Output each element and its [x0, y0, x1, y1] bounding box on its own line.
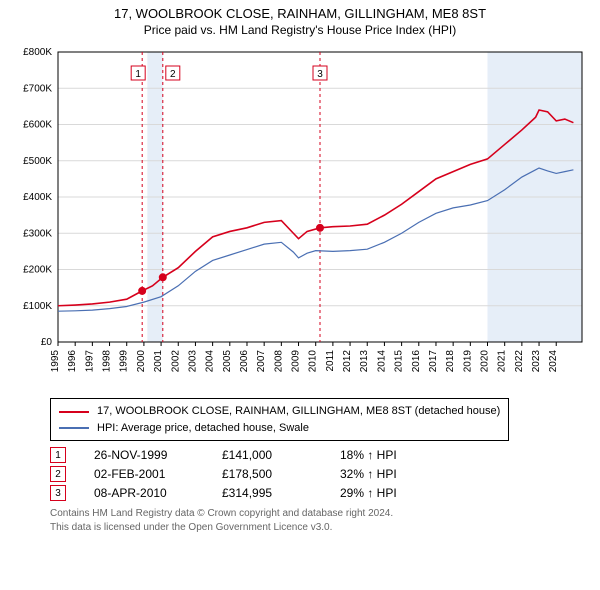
- svg-text:£600K: £600K: [23, 120, 52, 131]
- legend-item: 17, WOOLBROOK CLOSE, RAINHAM, GILLINGHAM…: [59, 403, 500, 420]
- marker-diff: 18% ↑ HPI: [340, 448, 430, 462]
- svg-text:1995: 1995: [50, 350, 61, 373]
- svg-text:£300K: £300K: [23, 229, 52, 240]
- legend-swatch: [59, 411, 89, 413]
- marker-diff: 32% ↑ HPI: [340, 467, 430, 481]
- marker-box: 3: [50, 485, 66, 501]
- svg-text:£100K: £100K: [23, 301, 52, 312]
- svg-text:1: 1: [135, 69, 141, 80]
- svg-text:2003: 2003: [187, 350, 198, 373]
- svg-text:1999: 1999: [119, 350, 130, 373]
- marker-table: 1 26-NOV-1999 £141,000 18% ↑ HPI 2 02-FE…: [50, 447, 590, 501]
- svg-text:2019: 2019: [462, 350, 473, 373]
- svg-text:3: 3: [317, 69, 323, 80]
- svg-text:2015: 2015: [394, 350, 405, 373]
- marker-price: £141,000: [222, 448, 312, 462]
- marker-date: 26-NOV-1999: [94, 448, 194, 462]
- marker-row: 3 08-APR-2010 £314,995 29% ↑ HPI: [50, 485, 590, 501]
- svg-text:2007: 2007: [256, 350, 267, 373]
- footnote-line1: Contains HM Land Registry data © Crown c…: [50, 507, 590, 520]
- svg-text:1998: 1998: [102, 350, 113, 373]
- svg-text:2013: 2013: [359, 350, 370, 373]
- marker-diff: 29% ↑ HPI: [340, 486, 430, 500]
- svg-text:2011: 2011: [325, 350, 336, 372]
- footnote-line2: This data is licensed under the Open Gov…: [50, 521, 590, 534]
- chart-title-line1: 17, WOOLBROOK CLOSE, RAINHAM, GILLINGHAM…: [10, 6, 590, 23]
- chart-title-line2: Price paid vs. HM Land Registry's House …: [10, 23, 590, 39]
- svg-text:2018: 2018: [445, 350, 456, 373]
- legend: 17, WOOLBROOK CLOSE, RAINHAM, GILLINGHAM…: [50, 398, 509, 441]
- svg-text:£700K: £700K: [23, 84, 52, 95]
- marker-box: 2: [50, 466, 66, 482]
- svg-text:£800K: £800K: [23, 47, 52, 58]
- svg-text:1996: 1996: [67, 350, 78, 373]
- legend-swatch: [59, 427, 89, 429]
- svg-text:2: 2: [170, 69, 176, 80]
- marker-row: 2 02-FEB-2001 £178,500 32% ↑ HPI: [50, 466, 590, 482]
- svg-text:2005: 2005: [222, 350, 233, 373]
- svg-text:2014: 2014: [376, 350, 387, 373]
- line-chart: £0 £100K £200K £300K £400K £500K £600K £700K £80…: [10, 42, 590, 392]
- chart-area: £0 £100K £200K £300K £400K £500K £600K £700K £80…: [10, 42, 590, 392]
- svg-text:2009: 2009: [291, 350, 302, 373]
- svg-text:2012: 2012: [342, 350, 353, 373]
- svg-text:£0: £0: [41, 337, 53, 348]
- svg-text:£200K: £200K: [23, 265, 52, 276]
- svg-text:2022: 2022: [514, 350, 525, 373]
- svg-text:2002: 2002: [170, 350, 181, 373]
- marker-price: £314,995: [222, 486, 312, 500]
- marker-row: 1 26-NOV-1999 £141,000 18% ↑ HPI: [50, 447, 590, 463]
- chart-title: 17, WOOLBROOK CLOSE, RAINHAM, GILLINGHAM…: [10, 6, 590, 38]
- svg-text:2004: 2004: [205, 350, 216, 373]
- legend-label: 17, WOOLBROOK CLOSE, RAINHAM, GILLINGHAM…: [97, 403, 500, 420]
- svg-text:1997: 1997: [84, 350, 95, 373]
- legend-label: HPI: Average price, detached house, Swal…: [97, 420, 309, 437]
- marker-box: 1: [50, 447, 66, 463]
- svg-text:2024: 2024: [548, 350, 559, 373]
- svg-text:2006: 2006: [239, 350, 250, 373]
- svg-text:2008: 2008: [273, 350, 284, 373]
- marker-date: 08-APR-2010: [94, 486, 194, 500]
- svg-text:2017: 2017: [428, 350, 439, 373]
- svg-text:2000: 2000: [136, 350, 147, 373]
- legend-item: HPI: Average price, detached house, Swal…: [59, 420, 500, 437]
- svg-text:2001: 2001: [153, 350, 164, 373]
- svg-text:2016: 2016: [411, 350, 422, 373]
- marker-date: 02-FEB-2001: [94, 467, 194, 481]
- svg-text:2021: 2021: [497, 350, 508, 373]
- svg-text:£500K: £500K: [23, 156, 52, 167]
- footnote: Contains HM Land Registry data © Crown c…: [50, 507, 590, 534]
- svg-text:£400K: £400K: [23, 192, 52, 203]
- svg-text:2023: 2023: [531, 350, 542, 373]
- svg-text:2010: 2010: [308, 350, 319, 373]
- marker-price: £178,500: [222, 467, 312, 481]
- svg-text:2020: 2020: [480, 350, 491, 373]
